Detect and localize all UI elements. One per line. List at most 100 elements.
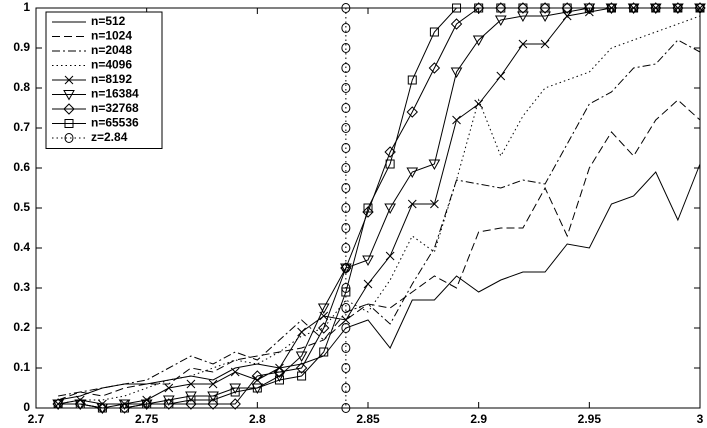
marker <box>118 402 131 414</box>
marker <box>163 398 175 410</box>
marker <box>452 3 462 13</box>
legend-label: n=16384 <box>91 87 139 101</box>
marker <box>273 366 286 378</box>
legend-label: n=2048 <box>91 43 132 57</box>
marker <box>341 203 351 213</box>
marker <box>341 143 351 153</box>
marker <box>318 322 330 334</box>
marker <box>140 398 153 410</box>
legend-label: n=65536 <box>91 116 139 130</box>
y-tick-label: 0.7 <box>13 120 30 134</box>
legend-label: n=32768 <box>91 101 139 115</box>
marker <box>385 251 395 261</box>
legend-label: z=2.84 <box>91 130 128 144</box>
marker <box>341 43 351 53</box>
x-tick-label: 2.9 <box>470 412 487 426</box>
y-tick-label: 0.2 <box>13 320 30 334</box>
marker <box>651 3 661 13</box>
y-tick-label: 0.8 <box>13 80 30 94</box>
marker <box>64 119 74 128</box>
marker <box>562 3 572 13</box>
marker <box>52 398 64 410</box>
marker <box>164 383 174 393</box>
marker <box>539 2 551 14</box>
marker <box>251 370 264 382</box>
marker <box>695 3 705 13</box>
marker <box>341 243 351 253</box>
marker <box>362 255 374 267</box>
marker <box>561 2 573 14</box>
x-tick-label: 2.8 <box>249 412 266 426</box>
marker <box>341 183 351 193</box>
marker <box>63 90 75 101</box>
marker <box>496 71 506 81</box>
marker <box>341 23 351 33</box>
marker <box>428 62 441 74</box>
marker <box>384 203 396 215</box>
marker <box>297 327 306 337</box>
marker <box>341 363 351 373</box>
marker <box>74 398 86 410</box>
marker <box>627 2 640 14</box>
marker <box>341 263 351 273</box>
marker <box>341 163 351 173</box>
marker <box>341 223 351 233</box>
marker <box>496 3 506 13</box>
marker <box>518 39 528 49</box>
marker <box>317 303 330 315</box>
marker <box>186 379 196 389</box>
marker <box>295 362 308 374</box>
marker <box>452 115 461 125</box>
marker <box>96 402 109 414</box>
y-tick-label: 0.5 <box>13 200 30 214</box>
marker <box>63 103 75 115</box>
y-tick-label: 0.6 <box>13 160 30 174</box>
marker <box>341 403 351 413</box>
marker <box>650 2 662 14</box>
series-line <box>58 163 701 401</box>
marker <box>474 99 484 109</box>
marker <box>230 367 240 377</box>
marker <box>430 199 439 209</box>
marker <box>295 351 308 363</box>
marker <box>407 199 417 209</box>
marker <box>64 133 74 143</box>
marker <box>229 398 241 410</box>
marker <box>518 3 528 13</box>
marker <box>142 399 152 409</box>
marker <box>75 399 85 409</box>
marker <box>275 363 284 373</box>
marker <box>495 2 507 14</box>
marker <box>341 303 351 313</box>
marker <box>208 395 218 405</box>
y-tick-label: 0.4 <box>13 240 30 254</box>
marker <box>694 2 706 14</box>
x-tick-label: 2.7 <box>28 412 45 426</box>
marker <box>472 2 485 14</box>
marker <box>341 3 351 13</box>
marker <box>120 403 130 413</box>
marker <box>53 399 63 409</box>
x-tick-label: 2.85 <box>356 412 380 426</box>
y-tick-label: 0 <box>23 400 30 414</box>
marker <box>385 159 395 169</box>
marker <box>540 3 550 13</box>
legend: n=512n=1024n=2048n=4096n=8192n=16384n=32… <box>45 11 163 149</box>
marker <box>341 323 351 333</box>
marker <box>673 3 683 13</box>
marker <box>185 398 197 410</box>
marker <box>186 395 196 405</box>
marker <box>672 2 684 14</box>
marker <box>407 75 417 85</box>
marker <box>97 403 107 413</box>
marker <box>584 3 594 13</box>
marker <box>583 2 596 14</box>
series-line <box>58 15 701 405</box>
marker <box>450 67 463 79</box>
legend-label: n=8192 <box>91 72 132 86</box>
marker <box>341 83 351 93</box>
marker <box>252 375 262 385</box>
legend-label: n=1024 <box>91 29 132 43</box>
marker <box>64 75 74 85</box>
